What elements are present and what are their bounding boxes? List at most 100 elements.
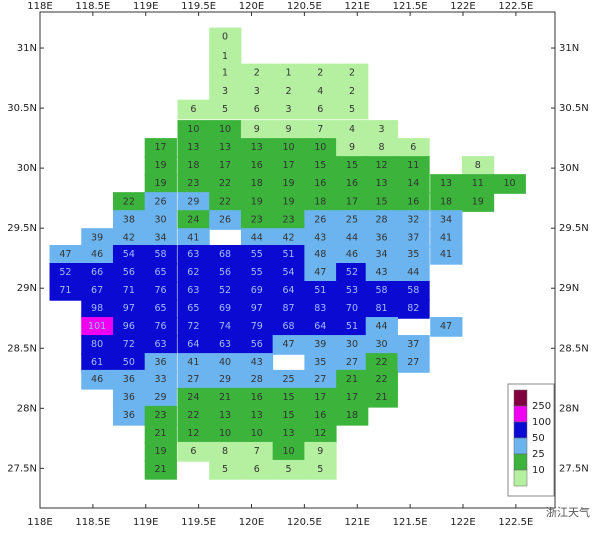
rain-cell: [177, 317, 210, 337]
station-value: 46: [346, 249, 358, 260]
station-value: 47: [314, 267, 326, 278]
rain-cell: [304, 138, 337, 158]
rain-cell: [336, 120, 369, 140]
station-value: 13: [251, 142, 263, 153]
x-tick-label: 121E: [345, 1, 370, 12]
rain-cell: [430, 174, 463, 194]
station-value: 81: [376, 303, 388, 314]
rain-cell: [209, 156, 242, 176]
rain-cell: [177, 192, 210, 212]
station-value: 12: [187, 428, 199, 439]
rain-cell: [272, 138, 305, 158]
station-value: 35: [407, 249, 419, 260]
station-values: 011 2 1 2 23 3 2 4 26 5 6 3 6 510 10 9 9 7 4 317 13 13 13 10 10 9…: [59, 32, 515, 475]
rain-cell: [144, 228, 177, 248]
rain-cell: [112, 353, 146, 373]
station-value: 2: [254, 68, 260, 79]
rain-cell: [112, 263, 146, 283]
rain-cell: [240, 120, 274, 140]
rain-cell: [209, 99, 242, 120]
rain-cell: [209, 210, 242, 230]
rain-cell: [397, 156, 430, 176]
station-value: 63: [219, 339, 231, 350]
rain-cell: [304, 228, 337, 248]
legend-swatch: [513, 421, 528, 439]
station-value: 19: [282, 178, 294, 189]
station-value: 96: [123, 321, 135, 332]
x-tick-label: 122.5E: [498, 517, 533, 528]
rain-cell: [112, 281, 146, 301]
rain-cell: [209, 405, 242, 426]
rain-cell: [336, 192, 369, 212]
station-value: 24: [187, 214, 199, 225]
rain-cell: [272, 120, 305, 140]
rain-cell: [240, 99, 274, 120]
station-value: 16: [251, 392, 263, 403]
x-tick-label: 121.5E: [393, 517, 428, 528]
rain-cell: [272, 281, 305, 301]
watermark: 浙江天气: [546, 505, 590, 519]
rain-cell: [177, 156, 210, 176]
station-value: 69: [219, 303, 231, 314]
station-value: 32: [407, 214, 419, 225]
station-value: 58: [407, 285, 419, 296]
rain-cell: [397, 299, 430, 319]
y-tick-label: 29N: [17, 283, 37, 294]
station-value: 54: [282, 267, 294, 278]
station-value: 48: [314, 249, 326, 260]
rain-cell: [81, 299, 114, 319]
station-value: 13: [376, 178, 388, 189]
rain-cell: [209, 46, 242, 67]
rain-cell: [209, 299, 242, 319]
station-value: 65: [155, 303, 167, 314]
station-value: 56: [219, 267, 231, 278]
station-value: 63: [155, 339, 167, 350]
rain-cell: [365, 120, 398, 140]
station-value: 52: [59, 267, 71, 278]
rain-cell: [365, 174, 398, 194]
x-tick-label: 120E: [239, 517, 264, 528]
rain-cell: [365, 281, 398, 301]
rain-cell: [272, 317, 305, 337]
map-frame: [39, 11, 556, 509]
station-value: 13: [219, 410, 231, 421]
y-tick-label: 27.5N: [559, 463, 589, 474]
station-value: 55: [251, 249, 263, 260]
rain-cell: [430, 317, 463, 337]
station-value: 19: [155, 178, 167, 189]
rain-cell: [397, 353, 430, 373]
station-value: 24: [187, 392, 199, 403]
station-value: 10: [503, 178, 515, 189]
rain-cell: [365, 156, 398, 176]
station-value: 63: [187, 285, 199, 296]
station-value: 9: [285, 124, 291, 135]
station-value: 17: [282, 160, 294, 171]
station-value: 41: [440, 249, 452, 260]
rain-cell: [112, 299, 146, 319]
rain-cell: [177, 174, 210, 194]
rain-cell: [209, 387, 242, 408]
legend-swatch: [513, 437, 528, 455]
y-tick-label: 31N: [559, 43, 579, 54]
station-value: 17: [219, 160, 231, 171]
rain-cell: [209, 244, 242, 265]
station-value: 19: [155, 446, 167, 457]
rain-cell: [336, 228, 369, 248]
rain-cell: [365, 387, 398, 408]
station-value: 4: [317, 86, 323, 97]
rain-cell: [336, 369, 369, 390]
legend-swatch: [513, 389, 528, 407]
station-value: 2: [317, 68, 323, 79]
rain-cell: [336, 281, 369, 301]
station-value: 15: [282, 392, 294, 403]
rain-cell: [49, 244, 82, 265]
rain-cell: [304, 317, 337, 337]
rain-cell: [272, 244, 305, 265]
legend-label: 10: [532, 465, 545, 476]
station-value: 64: [314, 321, 326, 332]
station-value: 50: [123, 357, 135, 368]
station-value: 2: [349, 86, 355, 97]
rain-cell: [336, 299, 369, 319]
rain-cell: [209, 335, 242, 355]
y-tick-label: 30N: [17, 163, 37, 174]
